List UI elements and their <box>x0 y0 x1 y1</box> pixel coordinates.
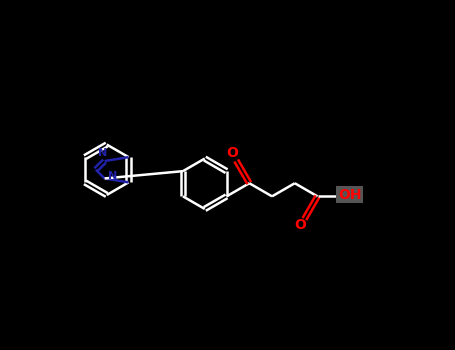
Text: N: N <box>98 148 107 158</box>
Text: OH: OH <box>338 188 362 202</box>
Text: O: O <box>227 147 238 161</box>
Text: N: N <box>108 171 117 181</box>
Text: O: O <box>294 218 306 232</box>
